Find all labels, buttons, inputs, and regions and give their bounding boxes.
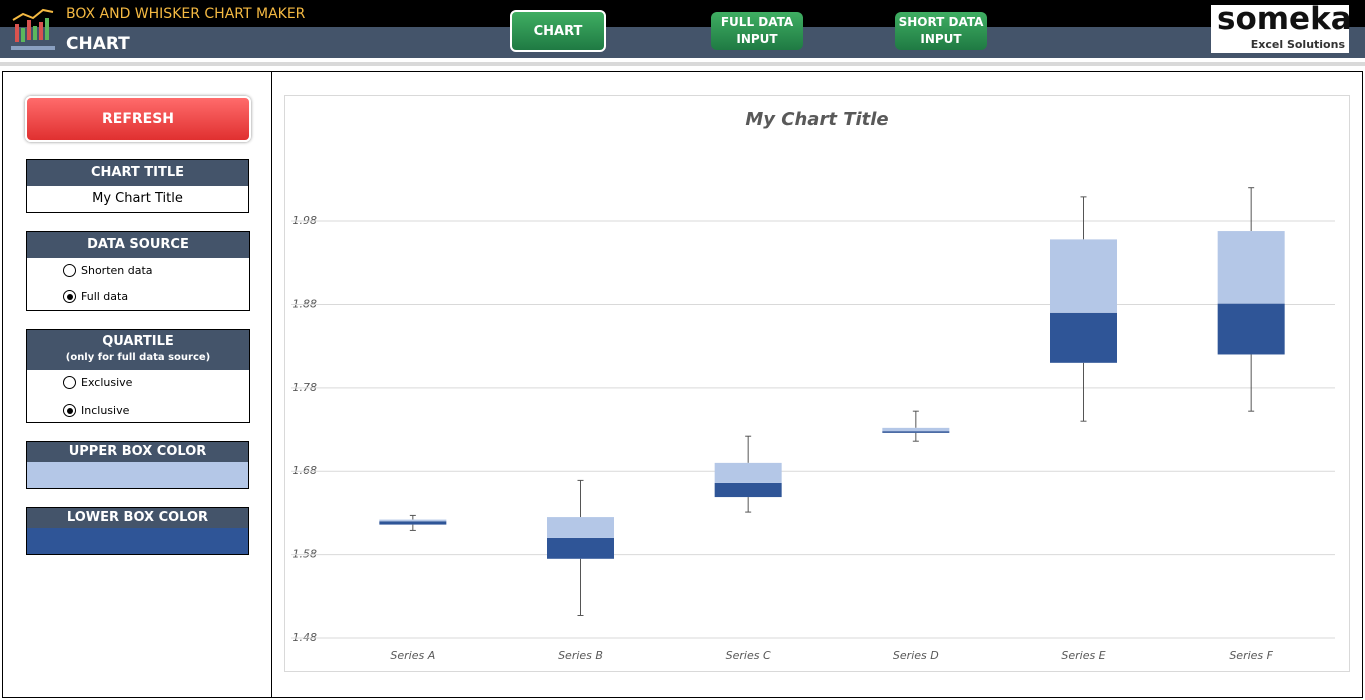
- radio-option[interactable]: Full data: [63, 290, 128, 303]
- refresh-button[interactable]: REFRESH: [25, 96, 251, 142]
- radio[interactable]: [63, 404, 76, 417]
- color-swatch[interactable]: [27, 462, 248, 488]
- x-tick-label: Series A: [390, 649, 435, 662]
- upper-box: [547, 517, 614, 538]
- radio-option[interactable]: Shorten data: [63, 264, 153, 277]
- upper-box: [882, 427, 950, 432]
- upper-box: [714, 462, 782, 483]
- logo-name: someka: [1217, 1, 1352, 37]
- upper-color-box: UPPER BOX COLOR: [26, 441, 249, 489]
- upper-box: [1217, 231, 1285, 304]
- nav-button[interactable]: FULL DATA INPUT: [711, 12, 803, 50]
- separator: [0, 62, 1365, 66]
- radio-label: Inclusive: [81, 404, 130, 417]
- lower-box: [1217, 303, 1285, 355]
- x-tick-label: Series D: [893, 649, 939, 662]
- upper-box: [1050, 239, 1117, 313]
- lower-box: [547, 537, 614, 559]
- quartile-box: QUARTILE (only for full data source) Exc…: [26, 329, 250, 423]
- y-tick-label: 1.98: [293, 214, 318, 227]
- radio-option[interactable]: Inclusive: [63, 404, 129, 417]
- radio[interactable]: [63, 264, 76, 277]
- x-tick-label: Series C: [726, 649, 771, 662]
- chart-title-box: CHART TITLE My Chart Title: [26, 159, 249, 213]
- x-tick-label: Series E: [1061, 649, 1105, 662]
- nav-button[interactable]: CHART: [510, 10, 606, 52]
- lower-box: [379, 521, 447, 525]
- radio[interactable]: [63, 290, 76, 303]
- header-bar: [0, 0, 1365, 27]
- radio-option[interactable]: Exclusive: [63, 376, 132, 389]
- x-tick-label: Series B: [558, 649, 603, 662]
- lower-color-box: LOWER BOX COLOR: [26, 507, 249, 555]
- box-header: UPPER BOX COLOR: [27, 442, 248, 462]
- x-tick-label: Series F: [1229, 649, 1273, 662]
- box-note: (only for full data source): [65, 352, 211, 363]
- box-header: QUARTILE (only for full data source): [27, 330, 249, 370]
- chart: My Chart Title 1.481.581.681.781.881.98S…: [284, 95, 1350, 672]
- radio-label: Full data: [81, 290, 129, 303]
- data-source-box: DATA SOURCE Shorten data Full data: [26, 231, 250, 311]
- chart-title-input[interactable]: My Chart Title: [92, 191, 183, 206]
- settings-panel: [2, 71, 272, 698]
- chart-panel: [271, 71, 1363, 698]
- box-title: QUARTILE: [102, 334, 174, 349]
- radio[interactable]: [63, 376, 76, 389]
- box-header: LOWER BOX COLOR: [27, 508, 248, 528]
- radio-label: Exclusive: [81, 376, 133, 389]
- lower-box: [882, 431, 950, 433]
- page-title: CHART: [66, 34, 130, 54]
- box-header: DATA SOURCE: [27, 232, 249, 258]
- header-bar: [0, 27, 1365, 58]
- logo-tagline: Excel Solutions: [1250, 38, 1345, 51]
- radio-label: Shorten data: [81, 264, 153, 277]
- box-header: CHART TITLE: [27, 160, 248, 186]
- lower-box: [714, 482, 782, 498]
- app-icon: [11, 8, 55, 50]
- app-title: BOX AND WHISKER CHART MAKER: [66, 6, 306, 22]
- logo: someka Excel Solutions: [1211, 1, 1352, 53]
- chart-title: My Chart Title: [745, 109, 888, 130]
- nav-button[interactable]: SHORT DATA INPUT: [895, 12, 987, 50]
- lower-box: [1050, 312, 1117, 363]
- color-swatch[interactable]: [27, 528, 248, 554]
- upper-box: [379, 519, 447, 522]
